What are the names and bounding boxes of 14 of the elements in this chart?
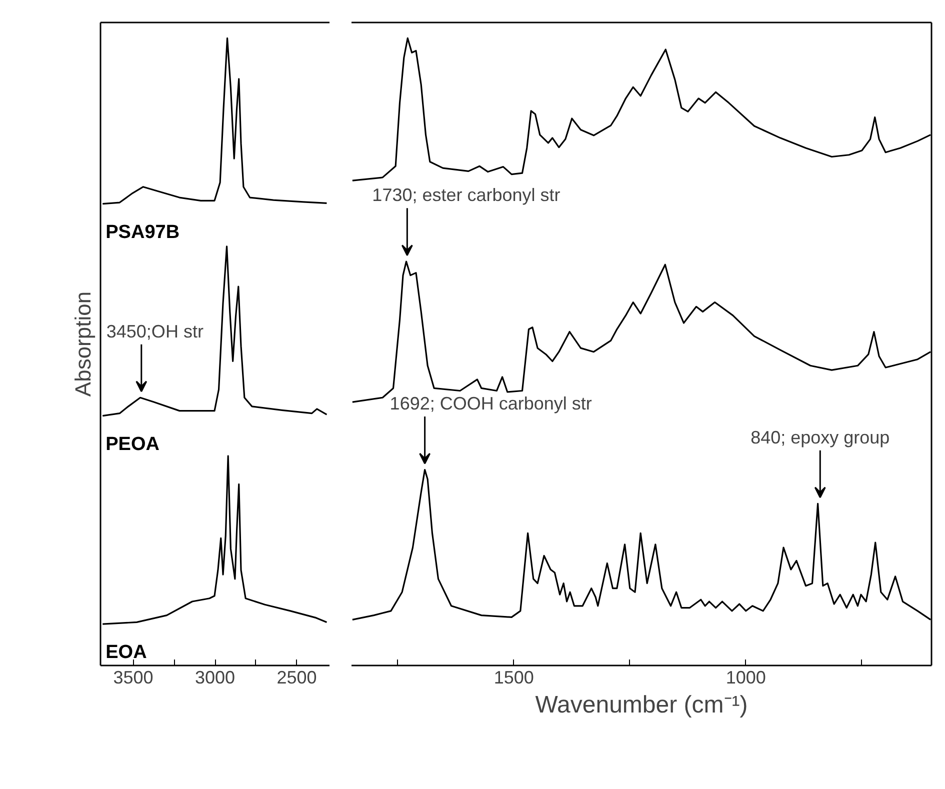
- x-tick-label: 2500: [276, 668, 317, 688]
- series-label: PSA97B: [106, 222, 180, 243]
- annotation: 1692; COOH carbonyl str: [390, 393, 592, 414]
- series-label: EOA: [106, 642, 148, 664]
- series-label: PEOA: [106, 434, 160, 455]
- annotation: 3450;OH str: [106, 321, 204, 342]
- x-tick-label: 3000: [194, 668, 236, 688]
- y-axis-title: Absorption: [70, 291, 96, 397]
- annotation: 1730; ester carbonyl str: [372, 185, 560, 206]
- x-tick-label: 3500: [113, 668, 154, 688]
- x-tick-label: 1000: [726, 668, 766, 688]
- annotation: 840; epoxy group: [750, 427, 890, 448]
- x-tick-label: 1500: [494, 668, 534, 688]
- x-axis-title: Wavenumber (cm⁻¹): [535, 692, 748, 718]
